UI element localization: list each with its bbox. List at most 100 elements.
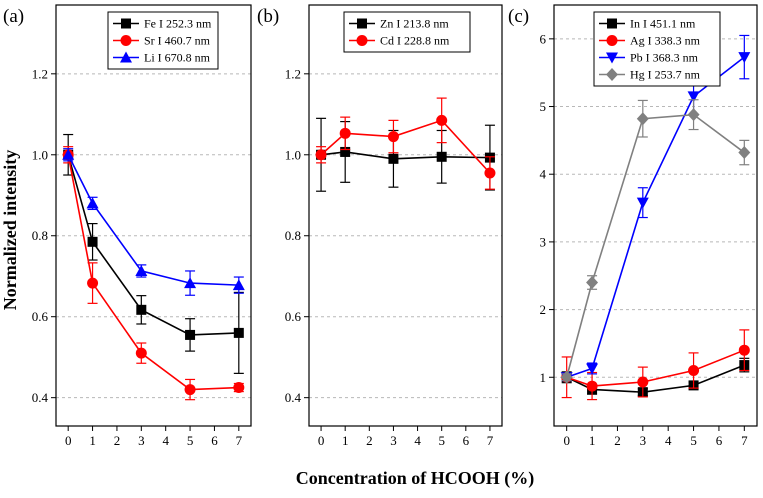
data-point (86, 197, 99, 209)
data-point (232, 279, 245, 291)
x-tick-label: 6 (463, 433, 470, 448)
legend-marker (606, 52, 618, 64)
legend-label: Li I 670.8 nm (144, 51, 211, 65)
y-tick-label: 0.8 (32, 228, 48, 243)
legend-marker (607, 18, 617, 29)
data-point (339, 127, 351, 139)
legend-label: Sr I 460.7 nm (144, 34, 211, 48)
x-tick-label: 6 (211, 433, 218, 448)
y-tick-label: 5 (540, 99, 547, 114)
panel-label: (a) (3, 6, 24, 27)
y-tick-label: 1 (540, 370, 547, 385)
x-tick-label: 1 (89, 433, 96, 448)
x-tick-label: 3 (640, 433, 647, 448)
x-tick-label: 4 (162, 433, 169, 448)
x-tick-label: 5 (438, 433, 445, 448)
data-point (135, 347, 147, 359)
data-point (586, 380, 598, 392)
y-tick-label: 0.6 (285, 309, 302, 324)
x-tick-label: 1 (589, 433, 596, 448)
series-line (67, 154, 239, 391)
data-point (738, 344, 750, 356)
y-tick-label: 3 (540, 234, 547, 249)
panel-label: (b) (257, 6, 279, 27)
legend-marker (120, 51, 132, 63)
y-tick-label: 1.0 (285, 147, 301, 162)
panel-a: 0 1 2 3 4 5 6 7 0.4 0.6 0.8 1.0 1.2 Fe I 252.3 nm Sr I… (3, 4, 252, 448)
series-sr (62, 146, 245, 401)
data-point (233, 382, 245, 394)
y-tick-label: 2 (540, 302, 547, 317)
x-tick-label: 5 (187, 433, 194, 448)
x-tick-label: 2 (114, 433, 121, 448)
x-tick-label: 7 (487, 433, 494, 448)
series-fe (63, 133, 244, 374)
legend-marker (121, 18, 131, 29)
data-point (87, 277, 99, 289)
legend-marker (357, 18, 367, 29)
series-line (67, 154, 239, 286)
data-point (62, 148, 75, 160)
y-tick-label: 0.4 (285, 390, 302, 405)
data-point (184, 277, 197, 289)
y-tick-label: 0.8 (285, 228, 301, 243)
series-li (62, 148, 245, 296)
data-point (484, 167, 496, 179)
series-hg (560, 99, 751, 384)
data-point (136, 304, 147, 315)
data-point (687, 91, 700, 103)
data-point (636, 112, 649, 126)
x-tick-label: 2 (614, 433, 621, 448)
data-point (185, 329, 196, 340)
data-point (436, 114, 448, 126)
legend-label: Ag I 338.3 nm (630, 34, 701, 48)
data-point (184, 384, 196, 396)
data-point (738, 52, 751, 64)
series-cd (315, 97, 496, 190)
plot-frame (55, 4, 252, 427)
data-point (315, 149, 327, 161)
y-tick-label: 1.0 (32, 147, 48, 162)
y-tick-label: 1.2 (32, 66, 48, 81)
x-tick-label: 4 (665, 433, 672, 448)
data-point (586, 363, 599, 375)
data-point (436, 151, 447, 162)
panel-c: 0 1 2 3 4 5 6 7 1 2 3 4 5 6 In I 451.1 nm Ag I 338.3 nm… (508, 4, 758, 448)
x-tick-label: 7 (236, 433, 243, 448)
data-point (636, 197, 649, 209)
x-tick-label: 2 (366, 433, 373, 448)
series-line (565, 113, 745, 378)
x-tick-label: 0 (563, 433, 570, 448)
legend-label: Hg I 253.7 nm (630, 68, 701, 82)
data-point (388, 153, 399, 164)
x-axis-title: Concentration of HCOOH (%) (296, 468, 534, 489)
x-tick-label: 4 (414, 433, 421, 448)
y-tick-label: 0.6 (32, 309, 49, 324)
x-tick-label: 7 (741, 433, 748, 448)
x-tick-label: 6 (716, 433, 723, 448)
legend-label: In I 451.1 nm (630, 17, 696, 31)
legend-marker (606, 68, 618, 81)
legend-label: Fe I 252.3 nm (144, 17, 212, 31)
x-tick-label: 1 (342, 433, 349, 448)
legend-marker (120, 35, 132, 46)
y-tick-label: 4 (540, 167, 547, 182)
plot-frame (553, 4, 758, 427)
data-point (688, 364, 700, 376)
data-point (233, 327, 244, 338)
panel-b: 0 1 2 3 4 5 6 7 0.4 0.6 0.8 1.0 1.2 Zn I 213.8 nm Cd I… (257, 4, 503, 448)
data-point (87, 236, 98, 247)
panel-label: (c) (508, 6, 529, 27)
x-tick-label: 3 (138, 433, 145, 448)
legend-label: Cd I 228.8 nm (380, 34, 450, 48)
series-line (566, 56, 745, 379)
data-point (135, 264, 148, 276)
series-pb (560, 34, 751, 384)
plot-frame (308, 4, 503, 427)
y-tick-label: 0.4 (32, 390, 49, 405)
data-point (340, 146, 351, 157)
y-tick-label: 1.2 (285, 66, 301, 81)
x-tick-label: 3 (390, 433, 397, 448)
